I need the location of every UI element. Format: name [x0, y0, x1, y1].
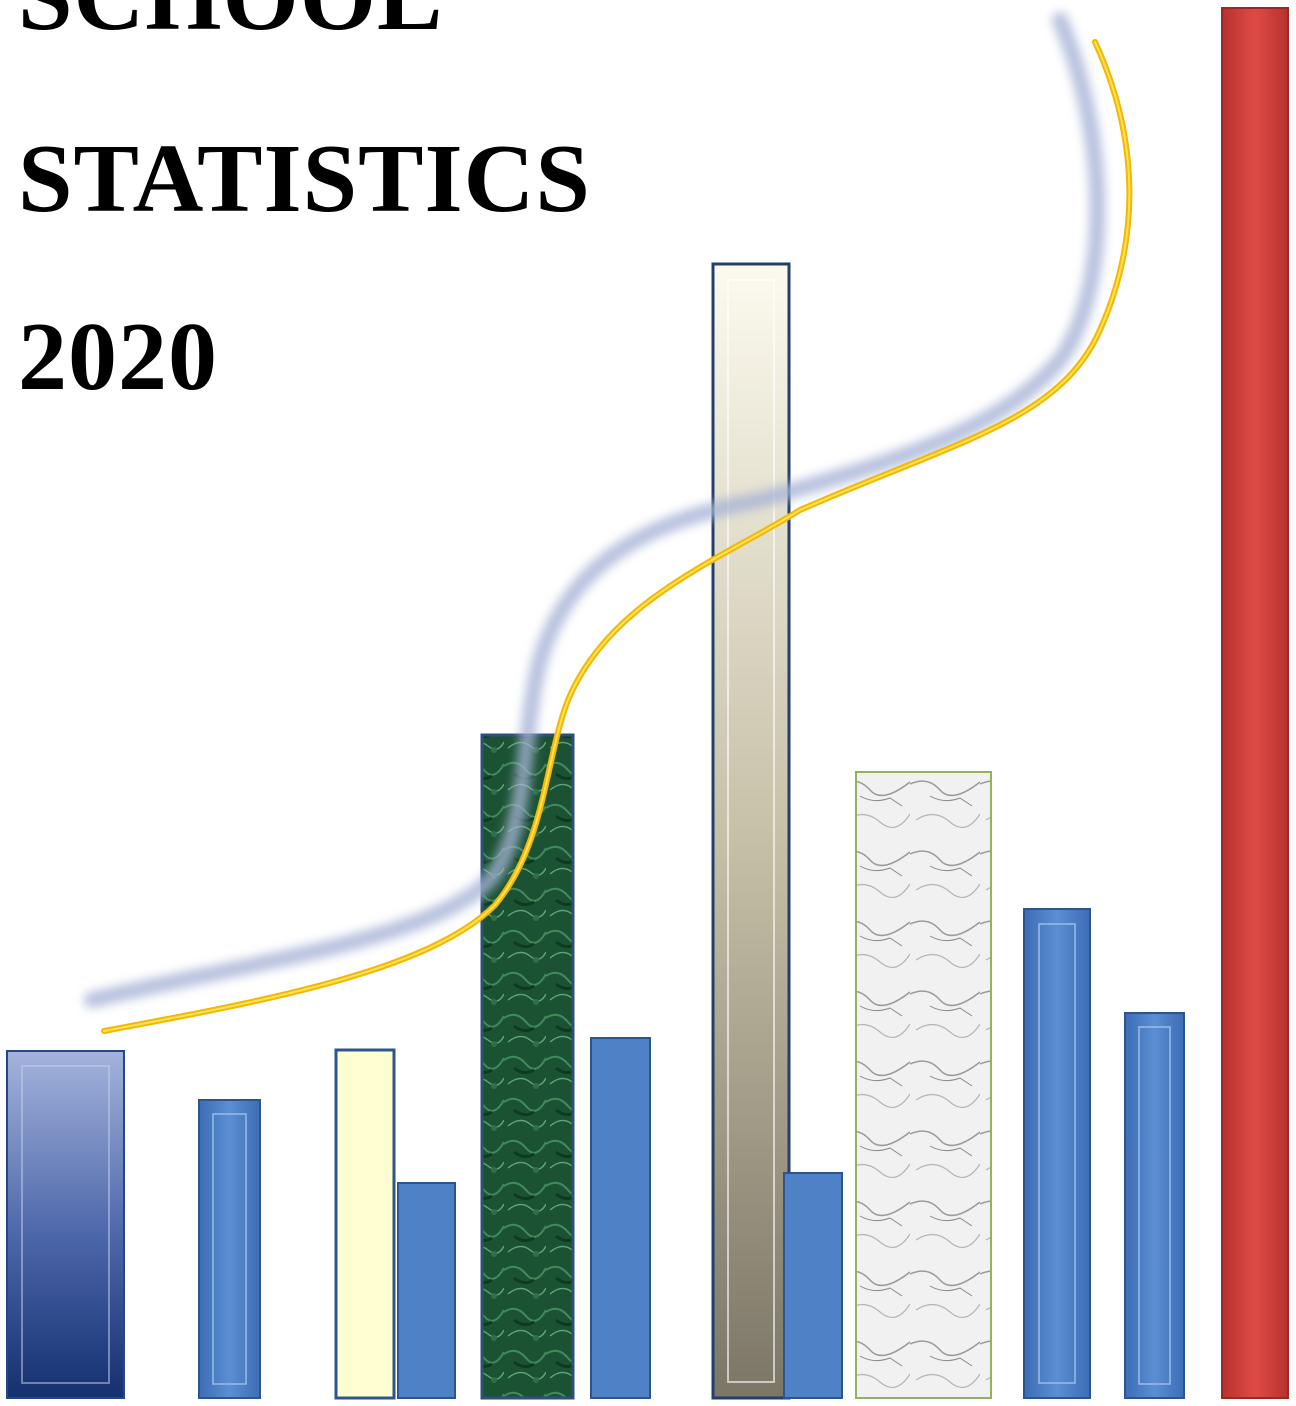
trend-line-highlight	[103, 41, 1131, 1032]
bar-white-marble	[855, 771, 992, 1399]
bar-blue-5	[1023, 908, 1091, 1399]
bar-green-marble	[480, 733, 575, 1400]
title-line-statistics: STATISTICS	[18, 125, 591, 233]
bar-red-tallest	[1221, 7, 1289, 1399]
bar-navy-gradient	[6, 1050, 125, 1399]
bar-blue-4	[783, 1172, 843, 1399]
bar-pale-yellow	[334, 1048, 396, 1400]
bar-blue-2	[397, 1182, 456, 1399]
title-line-school: SCHOOL	[18, 0, 443, 46]
bar-blue-3	[590, 1037, 651, 1399]
title-line-year: 2020	[18, 303, 218, 411]
bar-blue-6	[1124, 1012, 1185, 1399]
bar-beige-tall	[711, 262, 791, 1400]
trend-line-shadow	[84, 12, 1106, 1008]
bar-blue-1	[198, 1099, 261, 1399]
